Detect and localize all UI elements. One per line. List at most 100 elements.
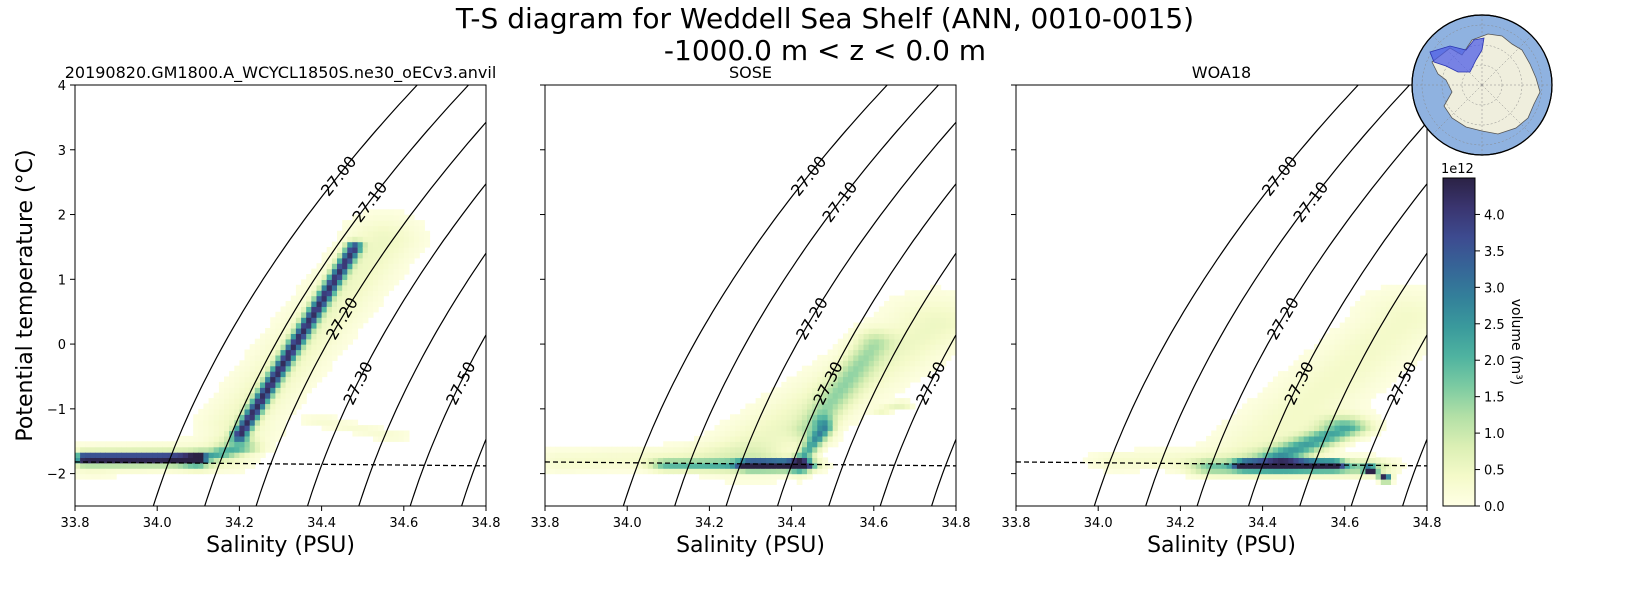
histogram-cell [383, 209, 389, 216]
histogram-cell [581, 462, 587, 469]
histogram-cell [1360, 387, 1366, 394]
histogram-cell [1242, 462, 1248, 469]
histogram-cell [306, 301, 312, 307]
histogram-cell [126, 446, 133, 453]
histogram-cell [1385, 360, 1392, 367]
histogram-cell [249, 425, 256, 432]
histogram-cell [352, 317, 359, 324]
x-tick-label: 34.8 [942, 516, 971, 531]
histogram-cell [203, 414, 210, 421]
histogram-cell [1396, 290, 1402, 297]
histogram-cell [80, 473, 86, 480]
histogram-cell [1134, 446, 1140, 453]
histogram-cell [827, 408, 834, 415]
histogram-cell [1303, 435, 1310, 442]
histogram-cell [1396, 462, 1402, 469]
histogram-cell [1236, 441, 1243, 448]
histogram-cell [1385, 290, 1392, 297]
histogram-cell [1411, 333, 1418, 340]
histogram-cell [326, 311, 333, 318]
histogram-cell [367, 252, 374, 259]
histogram-cell [930, 338, 936, 345]
histogram-cell [1262, 387, 1269, 394]
histogram-cell [331, 419, 338, 426]
histogram-cell [1421, 349, 1427, 356]
histogram-cell [342, 225, 348, 232]
histogram-cell [1385, 349, 1392, 356]
histogram-cell [740, 479, 746, 485]
histogram-cell [822, 468, 829, 475]
histogram-cell [270, 408, 276, 415]
histogram-cell [1421, 306, 1427, 313]
histogram-cell [316, 333, 323, 340]
histogram-cell [1401, 360, 1407, 367]
histogram-cell [367, 209, 374, 216]
histogram-cell [714, 425, 721, 432]
histogram-cell [316, 279, 323, 286]
histogram-cell [791, 462, 798, 469]
histogram-cell [1221, 468, 1228, 475]
histogram-cell [265, 403, 271, 410]
histogram-cell [1231, 452, 1238, 458]
histogram-cell [1283, 398, 1289, 405]
histogram-cell [1370, 349, 1377, 356]
histogram-cell [1344, 371, 1351, 378]
histogram-cell [249, 441, 256, 448]
histogram-cell [342, 317, 348, 324]
histogram-cell [295, 290, 302, 297]
histogram-cell [1380, 425, 1387, 432]
histogram-cell [1252, 403, 1258, 410]
histogram-cell [730, 462, 736, 469]
histogram-cell [899, 403, 906, 410]
histogram-cell [1365, 295, 1372, 302]
histogram-cell [1293, 441, 1300, 448]
histogram-cell [249, 462, 256, 469]
histogram-cell [234, 414, 240, 421]
histogram-cell [1360, 392, 1366, 399]
histogram-cell [1252, 468, 1258, 475]
histogram-cell [1416, 333, 1423, 340]
histogram-cell [352, 295, 359, 302]
histogram-cell [1319, 457, 1325, 464]
histogram-cell [724, 468, 731, 475]
histogram-cell [352, 333, 359, 340]
histogram-cell [863, 344, 870, 351]
histogram-cell [1308, 430, 1315, 437]
histogram-cell [1329, 360, 1336, 367]
histogram-cell [157, 452, 163, 458]
histogram-cell [1129, 452, 1135, 458]
histogram-cell [863, 398, 870, 405]
histogram-cell [1329, 419, 1336, 426]
histogram-cell [909, 365, 916, 372]
panel-title: 20190820.GM1800.A_WCYCL1850S.ne30_oECv3.… [65, 63, 497, 83]
histogram-cell [388, 220, 395, 227]
histogram-cell [652, 452, 659, 458]
histogram-cell [1380, 333, 1387, 340]
histogram-cell [1293, 392, 1300, 399]
histogram-cell [560, 452, 567, 458]
histogram-cell [1242, 425, 1248, 432]
histogram-cell [301, 284, 307, 291]
histogram-cell [1252, 398, 1258, 405]
histogram-cell [873, 381, 880, 388]
histogram-cell [781, 457, 787, 464]
histogram-cell [172, 452, 179, 458]
histogram-cell [776, 473, 782, 480]
contour-label: 27.10 [1289, 178, 1332, 226]
histogram-cell [1334, 371, 1341, 378]
histogram-cell [935, 284, 942, 291]
histogram-cell [894, 295, 901, 302]
histogram-cell [146, 462, 153, 469]
histogram-cell [1098, 457, 1104, 464]
histogram-cell [1370, 430, 1377, 437]
histogram-cell [1360, 317, 1366, 324]
histogram-cell [745, 473, 752, 480]
histogram-cell [868, 328, 875, 334]
histogram-cell [193, 446, 199, 453]
histogram-cell [316, 295, 323, 302]
histogram-cell [362, 236, 369, 243]
histogram-cell [295, 381, 302, 388]
histogram-cell [884, 306, 890, 313]
y-axis-label: Potential temperature (°C) [13, 149, 38, 441]
